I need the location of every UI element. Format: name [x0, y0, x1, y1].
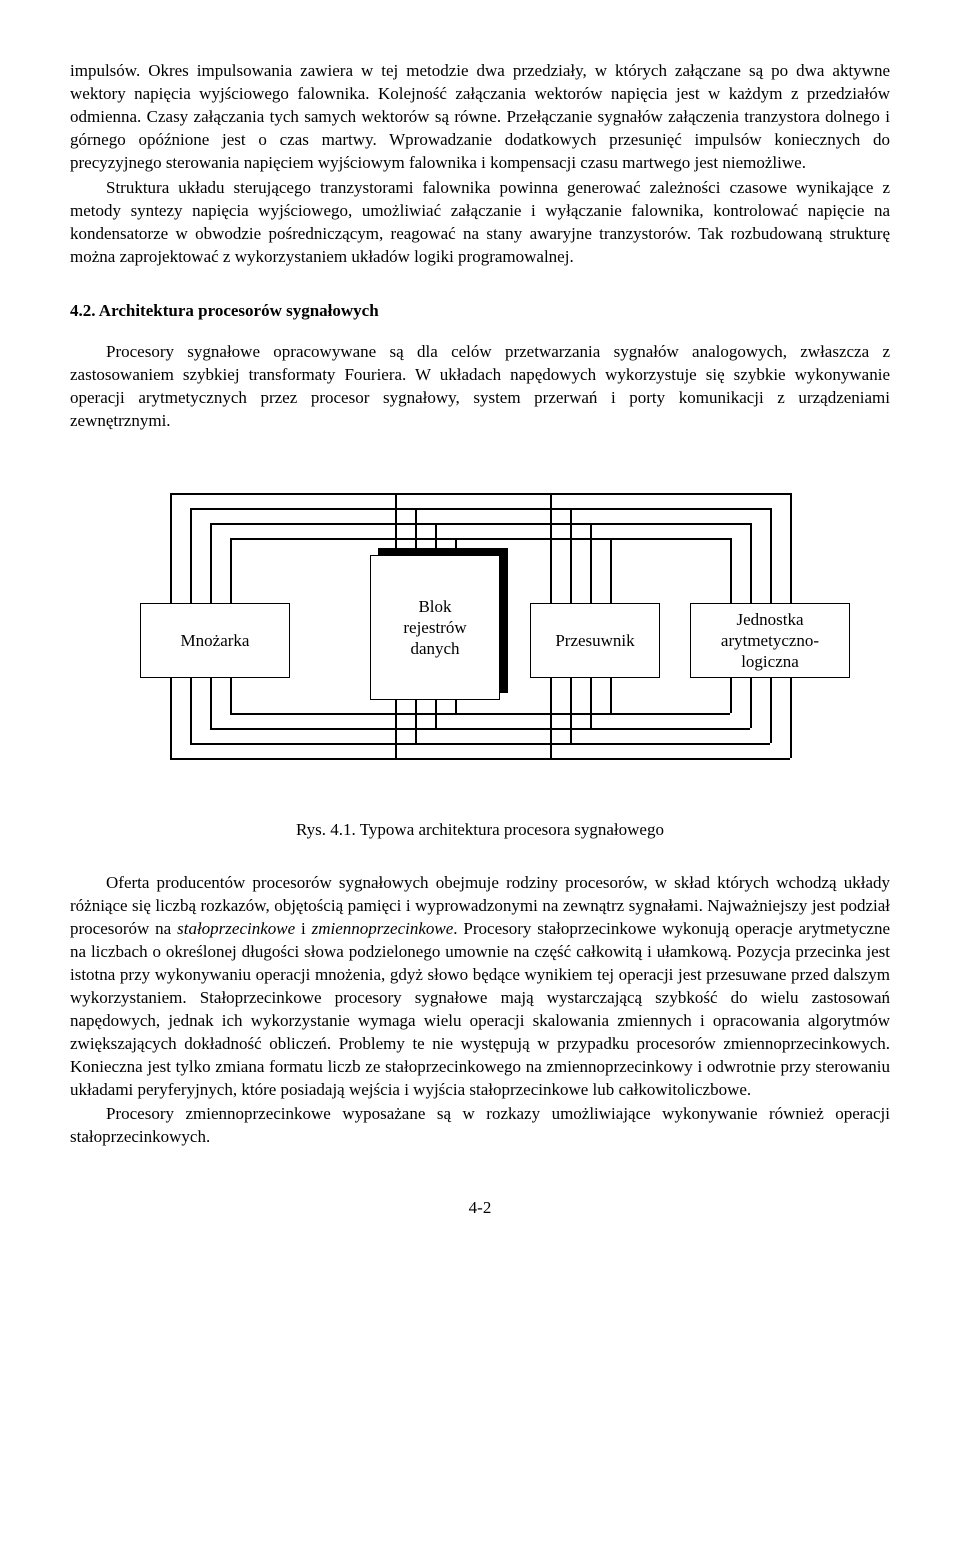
- diagram-box-mnozarka: Mnożarka: [140, 603, 290, 678]
- diagram-label: Jednostka: [736, 609, 803, 630]
- page-number: 4-2: [70, 1197, 890, 1220]
- paragraph-4: Oferta producentów procesorów sygnałowyc…: [70, 872, 890, 1101]
- diagram-box-blok: Blok rejestrów danych: [370, 555, 500, 700]
- paragraph-1: impulsów. Okres impulsowania zawiera w t…: [70, 60, 890, 175]
- diagram-label: arytmetyczno-: [721, 630, 819, 651]
- diagram-label: Przesuwnik: [555, 630, 634, 651]
- diagram-label: rejestrów: [403, 617, 466, 638]
- text-run: . Procesory stałoprzecinkowe wykonują op…: [70, 919, 890, 1099]
- text-italic: stałoprzecinkowe: [177, 919, 295, 938]
- diagram-box-przesuwnik: Przesuwnik: [530, 603, 660, 678]
- diagram-label: logiczna: [741, 651, 799, 672]
- diagram-label: danych: [410, 638, 459, 659]
- text-italic: zmiennoprzecinkowe: [312, 919, 454, 938]
- text-run: i: [295, 919, 311, 938]
- diagram-label: Blok: [418, 596, 451, 617]
- diagram-label: Mnożarka: [181, 630, 250, 651]
- section-heading: 4.2. Architektura procesorów sygnałowych: [70, 300, 890, 323]
- architecture-diagram: Mnożarka Blok rejestrów danych Przesuwni…: [100, 473, 860, 803]
- figure-caption: Rys. 4.1. Typowa architektura procesora …: [70, 819, 890, 842]
- paragraph-5: Procesory zmiennoprzecinkowe wyposażane …: [70, 1103, 890, 1149]
- paragraph-2: Struktura układu sterującego tranzystora…: [70, 177, 890, 269]
- diagram-box-alu: Jednostka arytmetyczno- logiczna: [690, 603, 850, 678]
- paragraph-3: Procesory sygnałowe opracowywane są dla …: [70, 341, 890, 433]
